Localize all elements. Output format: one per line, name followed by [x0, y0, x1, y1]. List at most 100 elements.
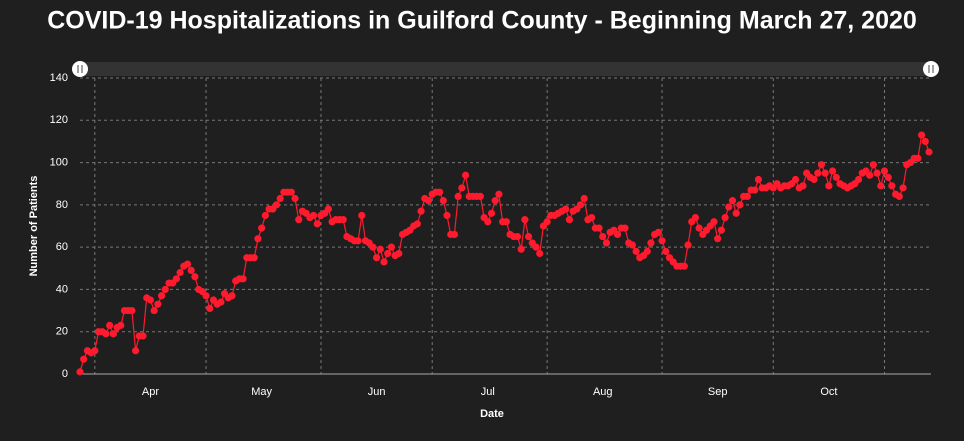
point: [146, 296, 155, 304]
point: [206, 304, 214, 313]
point: [877, 182, 885, 190]
point: [454, 192, 462, 200]
point: [436, 188, 444, 196]
point: [91, 347, 99, 355]
point: [291, 194, 299, 203]
point: [157, 292, 166, 300]
point: [565, 216, 573, 224]
point: [443, 211, 451, 220]
point: [743, 192, 751, 200]
point: [832, 173, 840, 181]
point: [691, 213, 700, 222]
point: [450, 230, 459, 239]
point: [228, 292, 236, 300]
point: [513, 232, 522, 241]
point: [866, 171, 874, 179]
point: [732, 209, 740, 217]
y-tick-label: 40: [56, 283, 68, 295]
point: [684, 241, 692, 249]
point: [576, 201, 585, 209]
y-tick-label: 20: [56, 326, 68, 338]
point: [721, 213, 729, 222]
point: [424, 197, 433, 205]
y-tick-label: 60: [56, 241, 68, 253]
point: [695, 224, 703, 232]
point: [643, 247, 651, 255]
point: [372, 254, 381, 262]
point: [395, 249, 403, 258]
point: [272, 201, 281, 209]
point: [524, 232, 533, 241]
point: [658, 237, 666, 245]
point: [202, 292, 210, 300]
range-handle-right[interactable]: [923, 61, 939, 77]
y-tick-label: 0: [62, 368, 68, 380]
point: [109, 330, 117, 338]
x-tick-label: Apr: [142, 386, 159, 398]
point: [191, 273, 199, 281]
point: [602, 239, 611, 247]
x-axis-title: Date: [480, 408, 504, 420]
point: [725, 203, 733, 211]
point: [484, 218, 492, 226]
y-tick-label: 80: [56, 199, 68, 211]
point: [532, 243, 540, 251]
x-tick-label: Oct: [820, 386, 837, 398]
y-tick-label: 100: [50, 156, 68, 168]
point: [914, 154, 922, 162]
point: [873, 169, 881, 177]
point: [358, 211, 366, 220]
chart-title: COVID-19 Hospitalizations in Guilford Co…: [47, 7, 917, 35]
point: [161, 285, 169, 294]
point: [287, 188, 295, 196]
point: [799, 182, 807, 190]
point: [814, 169, 822, 177]
point: [176, 268, 184, 277]
point: [313, 220, 321, 228]
x-tick-label: Jun: [368, 386, 386, 398]
point: [543, 218, 551, 226]
point: [517, 245, 525, 253]
point: [76, 368, 84, 376]
point: [154, 300, 162, 308]
point: [339, 216, 347, 224]
point: [250, 254, 258, 262]
point: [102, 330, 110, 338]
point: [258, 224, 266, 232]
point: [491, 197, 499, 205]
point: [150, 306, 158, 315]
point: [647, 239, 655, 247]
point: [476, 192, 485, 200]
range-handle-left[interactable]: [72, 61, 88, 77]
point: [217, 298, 225, 306]
x-tick-label: Sep: [708, 386, 728, 398]
y-tick-label: 120: [50, 114, 68, 126]
point: [817, 161, 826, 169]
x-tick-label: Jul: [481, 386, 495, 398]
point: [439, 197, 447, 205]
x-tick-label: Aug: [593, 386, 613, 398]
point: [417, 207, 425, 215]
point: [632, 247, 640, 255]
point: [117, 321, 125, 329]
y-axis-title: Number of Patients: [28, 176, 40, 277]
point: [880, 167, 889, 175]
point: [888, 182, 896, 190]
point: [895, 192, 903, 200]
point: [829, 167, 837, 175]
point: [869, 161, 877, 169]
point: [139, 332, 147, 340]
point: [917, 131, 926, 139]
point: [354, 237, 362, 245]
point: [621, 224, 629, 232]
point: [261, 211, 269, 220]
point: [628, 241, 637, 249]
point: [680, 262, 688, 270]
point: [521, 216, 529, 224]
point: [187, 266, 195, 274]
point: [595, 224, 603, 232]
point: [714, 235, 722, 243]
point: [376, 245, 384, 253]
point: [324, 205, 332, 213]
